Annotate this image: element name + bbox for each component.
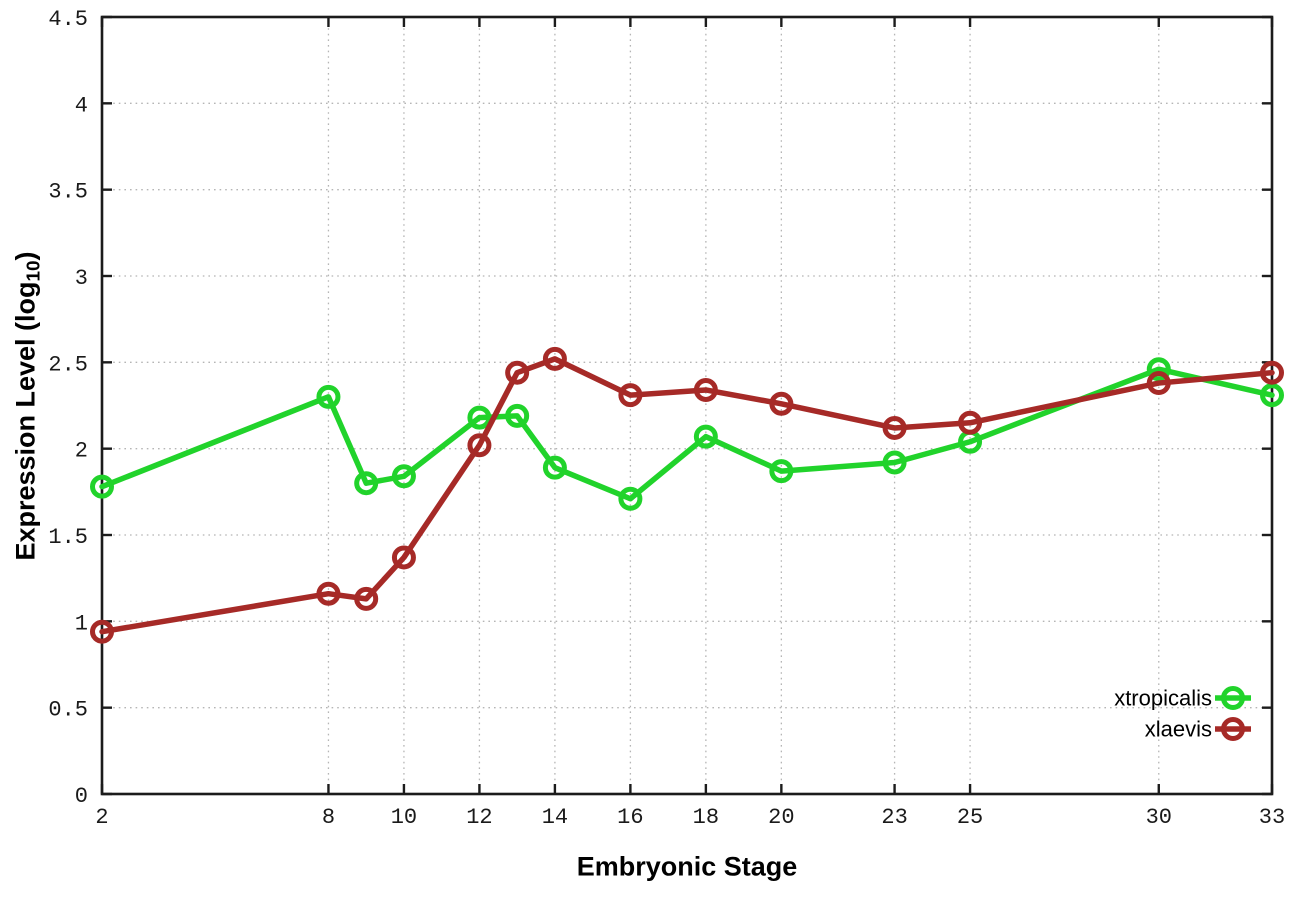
plot-border bbox=[100, 15, 1274, 796]
data-point-xlaevis bbox=[618, 383, 643, 408]
legend-label-xtropicalis: xtropicalis bbox=[1114, 686, 1212, 711]
data-point-xtropicalis bbox=[882, 450, 907, 475]
y-tick-label: 1.5 bbox=[48, 525, 88, 550]
legend-marker-xtropicalis bbox=[1221, 686, 1245, 710]
legend-label-xlaevis: xlaevis bbox=[1145, 717, 1212, 742]
x-tick-label: 18 bbox=[693, 805, 719, 830]
data-point-xlaevis bbox=[769, 391, 794, 416]
x-tick-label: 30 bbox=[1146, 805, 1172, 830]
series-line-xlaevis bbox=[99, 356, 1275, 635]
y-tick-label: 4 bbox=[75, 93, 88, 118]
x-tick-label: 10 bbox=[391, 805, 417, 830]
data-point-xtropicalis bbox=[1260, 383, 1284, 408]
y-tick-label: 3 bbox=[75, 266, 88, 291]
data-point-xlaevis bbox=[1146, 371, 1171, 396]
data-point-xtropicalis bbox=[316, 384, 341, 409]
x-tick-label: 20 bbox=[768, 805, 794, 830]
data-point-xlaevis bbox=[1260, 360, 1284, 385]
y-axis-title-prefix: Expression Level (log bbox=[10, 281, 41, 561]
y-tick-label: 0.5 bbox=[48, 698, 88, 723]
data-point-xlaevis bbox=[542, 346, 567, 371]
data-point-xtropicalis bbox=[769, 459, 794, 484]
data-point-xtropicalis bbox=[354, 471, 379, 496]
series-line-xtropicalis bbox=[99, 366, 1275, 502]
data-point-xlaevis bbox=[354, 586, 379, 611]
x-axis-title: Embryonic Stage bbox=[576, 851, 798, 882]
y-axis-title: Expression Level (log10) bbox=[10, 251, 45, 560]
data-point-xlaevis bbox=[316, 581, 341, 606]
data-point-xlaevis bbox=[467, 433, 492, 458]
x-tick-label: 14 bbox=[542, 805, 568, 830]
y-axis-title-suffix: ) bbox=[10, 251, 41, 261]
data-point-xlaevis bbox=[882, 415, 907, 440]
x-tick-label: 23 bbox=[881, 805, 907, 830]
data-point-xtropicalis bbox=[505, 403, 530, 428]
y-tick-label: 3.5 bbox=[48, 180, 88, 205]
data-point-xtropicalis bbox=[1146, 357, 1171, 382]
data-point-xtropicalis bbox=[693, 424, 718, 449]
y-tick-label: 4.5 bbox=[48, 7, 88, 32]
data-point-xtropicalis bbox=[467, 405, 492, 430]
data-point-xlaevis bbox=[391, 545, 416, 570]
data-point-xtropicalis bbox=[542, 455, 567, 480]
x-tick-label: 8 bbox=[322, 805, 335, 830]
data-point-xlaevis bbox=[958, 410, 983, 435]
x-tick-label: 2 bbox=[95, 805, 108, 830]
y-tick-label: 2 bbox=[75, 439, 88, 464]
data-point-xtropicalis bbox=[391, 464, 416, 489]
data-point-xtropicalis bbox=[618, 486, 643, 511]
data-point-xlaevis bbox=[505, 360, 530, 385]
data-point-xlaevis bbox=[693, 377, 718, 402]
x-tick-label: 12 bbox=[466, 805, 492, 830]
data-point-xlaevis bbox=[90, 619, 114, 644]
x-tick-label: 16 bbox=[617, 805, 643, 830]
y-tick-label: 1 bbox=[75, 611, 88, 636]
x-tick-label: 25 bbox=[957, 805, 983, 830]
y-tick-label: 0 bbox=[75, 784, 88, 809]
y-tick-label: 2.5 bbox=[48, 352, 88, 377]
data-point-xtropicalis bbox=[90, 474, 114, 499]
x-tick-label: 33 bbox=[1259, 805, 1285, 830]
y-axis-title-subscript: 10 bbox=[23, 260, 45, 282]
legend-marker-xlaevis bbox=[1221, 717, 1245, 741]
